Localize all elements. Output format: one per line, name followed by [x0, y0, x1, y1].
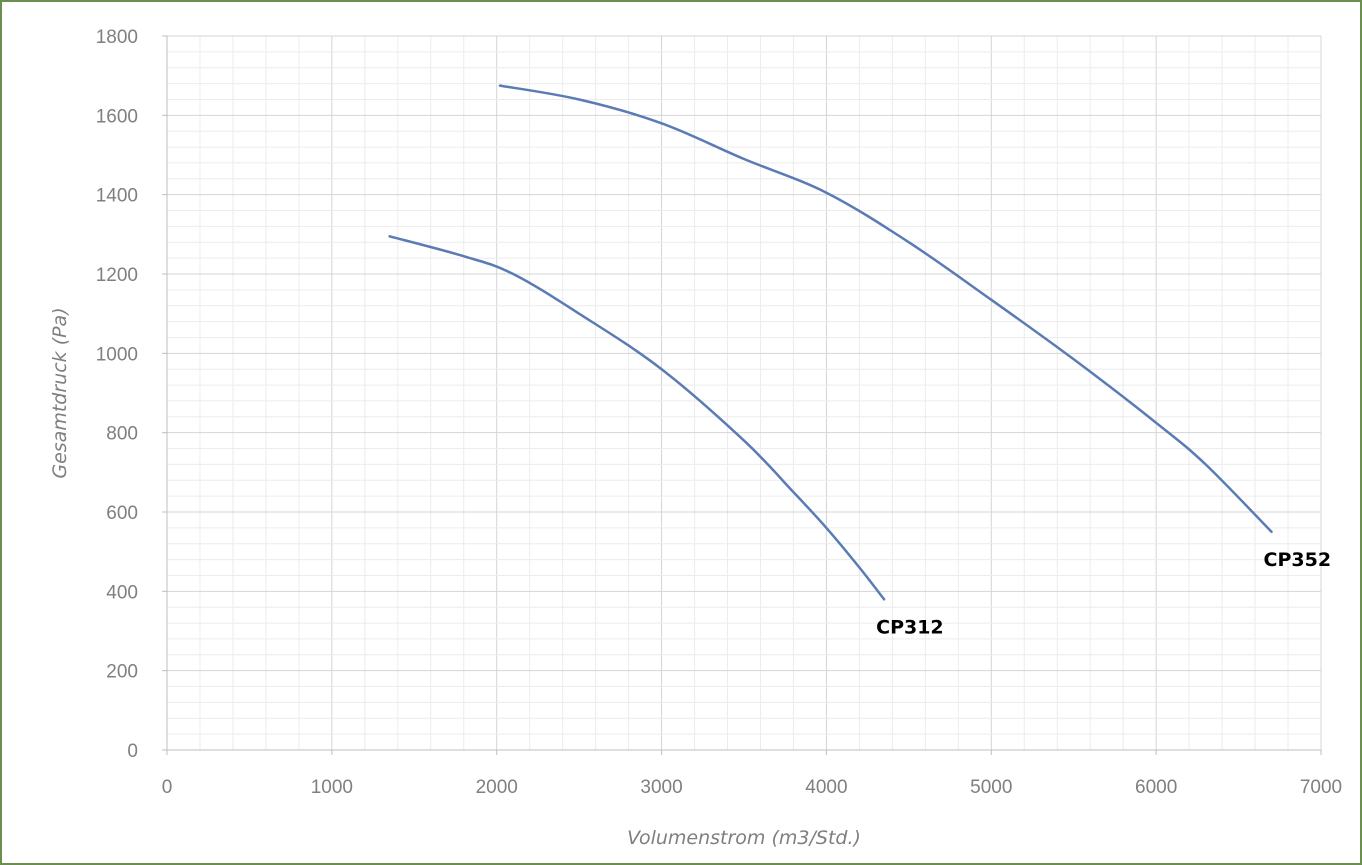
series-line-cp352 [498, 84, 1273, 534]
series-labels: CP312 CP352 [876, 549, 1331, 638]
x-tick-label: 0 [162, 777, 173, 798]
y-tick-label: 400 [106, 582, 138, 603]
y-tick-label: 1200 [96, 265, 138, 286]
y-tick-label: 1800 [96, 27, 138, 48]
y-tick-label: 200 [106, 662, 138, 683]
y-tick-label: 1600 [96, 106, 138, 127]
series-lines [388, 84, 1273, 601]
y-tick-label: 600 [106, 503, 138, 524]
y-tick-label: 1400 [96, 186, 138, 207]
y-axis-title: Gesamtdruck (Pa) [49, 307, 71, 478]
y-tick-label: 0 [127, 741, 138, 762]
x-tick-label: 7000 [1300, 777, 1342, 798]
x-axis-title: Volumenstrom (m3/Std.) [627, 827, 861, 849]
x-tick-label: 5000 [970, 777, 1012, 798]
grid [166, 35, 1322, 751]
tick-labels: 0 1000 2000 3000 4000 5000 6000 7000 0 200 400 600 8… [96, 27, 1342, 798]
x-tick-label: 6000 [1135, 777, 1177, 798]
x-tick-label: 4000 [805, 777, 847, 798]
axes [162, 35, 1322, 755]
x-tick-label: 2000 [476, 777, 518, 798]
series-label-cp312: CP312 [876, 616, 944, 638]
y-tick-label: 800 [106, 424, 138, 445]
x-tick-label: 3000 [640, 777, 682, 798]
x-tick-label: 1000 [311, 777, 353, 798]
series-line-cp312 [388, 235, 886, 601]
y-tick-label: 1000 [96, 344, 138, 365]
series-label-cp352: CP352 [1264, 549, 1332, 571]
